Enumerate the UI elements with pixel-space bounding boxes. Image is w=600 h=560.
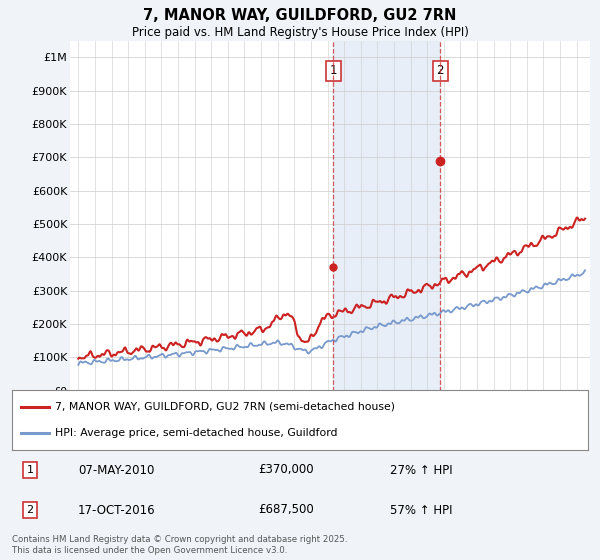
Text: 17-OCT-2016: 17-OCT-2016: [78, 503, 155, 516]
Text: 57% ↑ HPI: 57% ↑ HPI: [390, 503, 452, 516]
Text: 1: 1: [26, 465, 34, 475]
Text: Price paid vs. HM Land Registry's House Price Index (HPI): Price paid vs. HM Land Registry's House …: [131, 26, 469, 39]
Text: 7, MANOR WAY, GUILDFORD, GU2 7RN: 7, MANOR WAY, GUILDFORD, GU2 7RN: [143, 8, 457, 23]
Text: 2: 2: [437, 64, 444, 77]
Text: 2: 2: [26, 505, 34, 515]
Bar: [334, 40, 440, 390]
Text: 7, MANOR WAY, GUILDFORD, GU2 7RN (semi-detached house): 7, MANOR WAY, GUILDFORD, GU2 7RN (semi-d…: [55, 402, 395, 412]
Text: £370,000: £370,000: [258, 464, 314, 477]
Text: HPI: Average price, semi-detached house, Guildford: HPI: Average price, semi-detached house,…: [55, 428, 338, 438]
Text: Contains HM Land Registry data © Crown copyright and database right 2025.
This d: Contains HM Land Registry data © Crown c…: [12, 535, 347, 555]
Text: 07-MAY-2010: 07-MAY-2010: [78, 464, 154, 477]
Text: 27% ↑ HPI: 27% ↑ HPI: [390, 464, 452, 477]
Text: £687,500: £687,500: [258, 503, 314, 516]
Text: 1: 1: [329, 64, 337, 77]
